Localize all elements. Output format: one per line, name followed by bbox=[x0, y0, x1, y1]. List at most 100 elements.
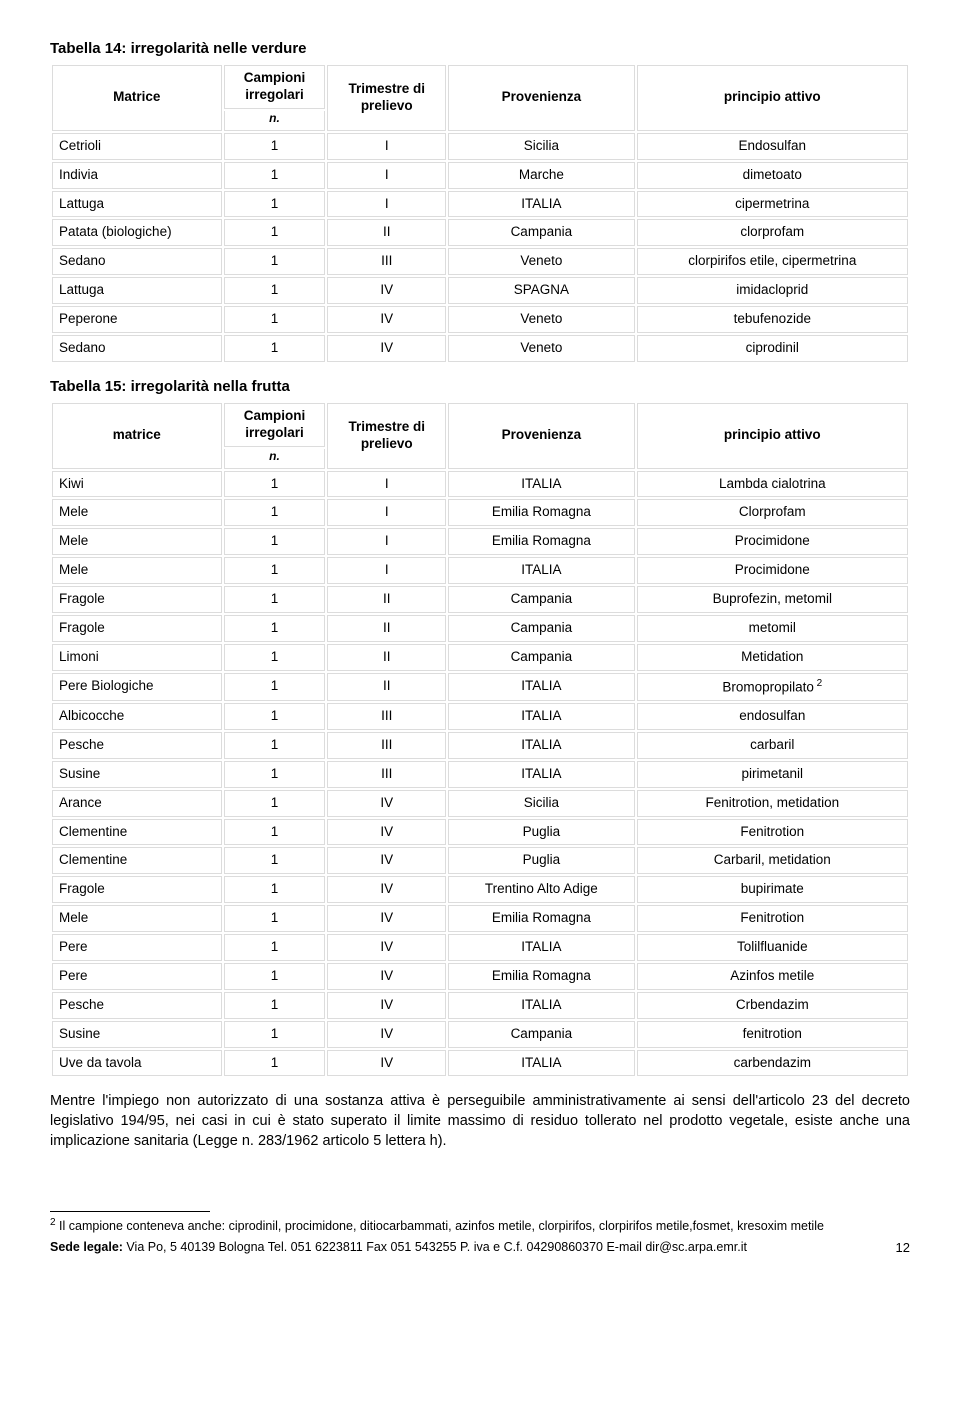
cell-trimestre: IV bbox=[327, 790, 446, 817]
cell-matrice: Uve da tavola bbox=[52, 1050, 222, 1077]
cell-n: 1 bbox=[224, 219, 326, 246]
footnote-separator bbox=[50, 1211, 210, 1212]
cell-principio: Fenitrotion, metidation bbox=[637, 790, 908, 817]
cell-provenienza: ITALIA bbox=[448, 673, 635, 701]
cell-provenienza: Veneto bbox=[448, 306, 635, 333]
cell-n: 1 bbox=[224, 615, 326, 642]
cell-n: 1 bbox=[224, 528, 326, 555]
cell-n: 1 bbox=[224, 790, 326, 817]
cell-provenienza: Campania bbox=[448, 219, 635, 246]
cell-n: 1 bbox=[224, 644, 326, 671]
cell-matrice: Susine bbox=[52, 761, 222, 788]
cell-provenienza: Trentino Alto Adige bbox=[448, 876, 635, 903]
cell-matrice: Pesche bbox=[52, 732, 222, 759]
table15-title: Tabella 15: irregolarità nella frutta bbox=[50, 378, 910, 395]
cell-principio: Metidation bbox=[637, 644, 908, 671]
cell-principio: Fenitrotion bbox=[637, 819, 908, 846]
cell-matrice: Pere bbox=[52, 963, 222, 990]
table-row: Indivia1IMarchedimetoato bbox=[52, 162, 908, 189]
cell-principio: clorprofam bbox=[637, 219, 908, 246]
cell-trimestre: IV bbox=[327, 335, 446, 362]
cell-provenienza: Sicilia bbox=[448, 790, 635, 817]
cell-principio: dimetoato bbox=[637, 162, 908, 189]
th-n: n. bbox=[224, 449, 326, 469]
cell-principio: Bromopropilato 2 bbox=[637, 673, 908, 701]
cell-n: 1 bbox=[224, 761, 326, 788]
cell-provenienza: ITALIA bbox=[448, 703, 635, 730]
footer: Sede legale: Via Po, 5 40139 Bologna Tel… bbox=[50, 1240, 910, 1254]
cell-provenienza: ITALIA bbox=[448, 761, 635, 788]
cell-trimestre: IV bbox=[327, 963, 446, 990]
cell-principio: cipermetrina bbox=[637, 191, 908, 218]
table15-header-row: matrice Campioni irregolari Trimestre di… bbox=[52, 403, 908, 447]
table14-title: Tabella 14: irregolarità nelle verdure bbox=[50, 40, 910, 57]
cell-n: 1 bbox=[224, 1021, 326, 1048]
cell-principio: carbaril bbox=[637, 732, 908, 759]
cell-trimestre: III bbox=[327, 761, 446, 788]
cell-matrice: Sedano bbox=[52, 248, 222, 275]
table-row: Cetrioli1ISiciliaEndosulfan bbox=[52, 133, 908, 160]
cell-matrice: Kiwi bbox=[52, 471, 222, 498]
table-row: Limoni1IICampaniaMetidation bbox=[52, 644, 908, 671]
cell-n: 1 bbox=[224, 191, 326, 218]
cell-trimestre: IV bbox=[327, 992, 446, 1019]
cell-principio: Procimidone bbox=[637, 557, 908, 584]
cell-matrice: Albicocche bbox=[52, 703, 222, 730]
cell-n: 1 bbox=[224, 586, 326, 613]
cell-n: 1 bbox=[224, 499, 326, 526]
cell-n: 1 bbox=[224, 992, 326, 1019]
cell-matrice: Lattuga bbox=[52, 191, 222, 218]
page-number: 12 bbox=[896, 1240, 910, 1255]
table-row: Pesche1IIIITALIAcarbaril bbox=[52, 732, 908, 759]
cell-principio: Endosulfan bbox=[637, 133, 908, 160]
th-n: n. bbox=[224, 111, 326, 131]
table-row: Peperone1IVVenetotebufenozide bbox=[52, 306, 908, 333]
cell-n: 1 bbox=[224, 703, 326, 730]
cell-principio: carbendazim bbox=[637, 1050, 908, 1077]
cell-principio: bupirimate bbox=[637, 876, 908, 903]
th-trimestre: Trimestre di prelievo bbox=[327, 403, 446, 469]
cell-trimestre: III bbox=[327, 248, 446, 275]
cell-n: 1 bbox=[224, 306, 326, 333]
cell-principio: tebufenozide bbox=[637, 306, 908, 333]
cell-n: 1 bbox=[224, 732, 326, 759]
cell-matrice: Cetrioli bbox=[52, 133, 222, 160]
cell-matrice: Mele bbox=[52, 499, 222, 526]
cell-provenienza: Veneto bbox=[448, 248, 635, 275]
cell-principio: ciprodinil bbox=[637, 335, 908, 362]
cell-matrice: Lattuga bbox=[52, 277, 222, 304]
cell-provenienza: Sicilia bbox=[448, 133, 635, 160]
cell-matrice: Pesche bbox=[52, 992, 222, 1019]
cell-trimestre: III bbox=[327, 732, 446, 759]
cell-provenienza: ITALIA bbox=[448, 992, 635, 1019]
cell-principio: endosulfan bbox=[637, 703, 908, 730]
table14-header-row: Matrice Campioni irregolari Trimestre di… bbox=[52, 65, 908, 109]
th-principio: principio attivo bbox=[637, 65, 908, 131]
cell-principio: Fenitrotion bbox=[637, 905, 908, 932]
cell-principio: Crbendazim bbox=[637, 992, 908, 1019]
footnote-text: Il campione conteneva anche: ciprodinil,… bbox=[56, 1219, 824, 1233]
cell-n: 1 bbox=[224, 963, 326, 990]
table14: Matrice Campioni irregolari Trimestre di… bbox=[50, 63, 910, 364]
cell-provenienza: ITALIA bbox=[448, 732, 635, 759]
cell-principio: Buprofezin, metomil bbox=[637, 586, 908, 613]
table-row: Clementine1IVPugliaCarbaril, metidation bbox=[52, 847, 908, 874]
cell-trimestre: I bbox=[327, 557, 446, 584]
cell-provenienza: ITALIA bbox=[448, 557, 635, 584]
cell-provenienza: Campania bbox=[448, 586, 635, 613]
cell-provenienza: SPAGNA bbox=[448, 277, 635, 304]
th-provenienza: Provenienza bbox=[448, 65, 635, 131]
cell-trimestre: IV bbox=[327, 905, 446, 932]
body-paragraph: Mentre l'impiego non autorizzato di una … bbox=[50, 1092, 910, 1151]
cell-provenienza: Emilia Romagna bbox=[448, 499, 635, 526]
table-row: Mele1IEmilia RomagnaProcimidone bbox=[52, 528, 908, 555]
cell-matrice: Fragole bbox=[52, 876, 222, 903]
table-row: Fragole1IVTrentino Alto Adigebupirimate bbox=[52, 876, 908, 903]
cell-n: 1 bbox=[224, 934, 326, 961]
cell-n: 1 bbox=[224, 277, 326, 304]
cell-principio: Tolilfluanide bbox=[637, 934, 908, 961]
cell-matrice: Fragole bbox=[52, 615, 222, 642]
cell-n: 1 bbox=[224, 1050, 326, 1077]
cell-provenienza: Marche bbox=[448, 162, 635, 189]
cell-trimestre: IV bbox=[327, 277, 446, 304]
